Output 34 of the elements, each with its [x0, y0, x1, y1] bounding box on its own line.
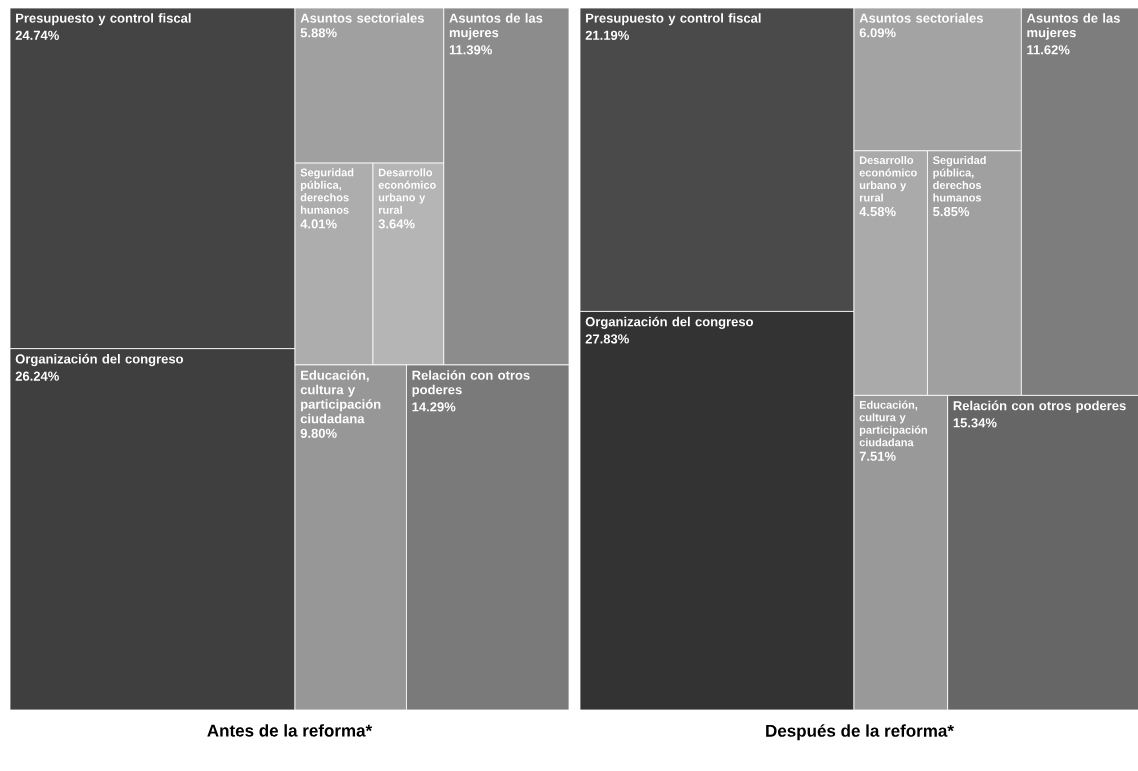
category-label: Desarrollo económico urbano y rural	[859, 156, 917, 202]
category-label: Relación con otros poderes	[953, 400, 1126, 413]
data-label: 9.80%	[300, 428, 337, 438]
category-label: Presupuesto y control fiscal	[16, 13, 191, 26]
category-label: Asuntos de las mujeres	[1026, 13, 1120, 40]
category-label: Educación, cultura y participación ciudadana	[300, 370, 381, 424]
text: Antes de la reforma*	[207, 724, 373, 737]
data-label: 24.74%	[15, 30, 59, 40]
data-label: 3.64%	[378, 219, 415, 229]
category-label: Seguridad pública, derechos humanos	[932, 156, 986, 202]
data-label: 4.01%	[300, 219, 337, 229]
data-label: 26.24%	[15, 371, 59, 381]
category-label: Desarrollo económico urbano y rural	[378, 168, 436, 214]
category-label: Organización del congreso	[585, 316, 753, 329]
category-label: Seguridad pública, derechos humanos	[300, 168, 354, 214]
category-label: Asuntos de las mujeres	[449, 13, 543, 40]
category-label: Presupuesto y control fiscal	[586, 13, 761, 26]
data-label: 5.88%	[300, 28, 337, 38]
data-label: 21.19%	[585, 30, 629, 40]
data-label: 5.85%	[933, 206, 970, 217]
category-label: Relación con otros poderes	[412, 370, 530, 397]
data-label: 15.34%	[953, 418, 997, 428]
data-label: 27.83%	[585, 334, 629, 344]
category-label: Asuntos sectoriales	[300, 13, 424, 23]
data-label: 7.51%	[859, 451, 896, 461]
text: Después de la reforma*	[766, 724, 954, 741]
data-label: 6.09%	[859, 28, 896, 38]
data-label: 11.39%	[449, 45, 492, 55]
data-label: 4.58%	[859, 206, 896, 217]
category-label: Asuntos sectoriales	[859, 13, 983, 23]
data-label: 14.29%	[412, 402, 456, 412]
category-label: Educación, cultura y participación ciudadana	[859, 400, 927, 447]
data-label: 11.62%	[1027, 45, 1070, 55]
category-label: Organización del congreso	[15, 353, 184, 367]
